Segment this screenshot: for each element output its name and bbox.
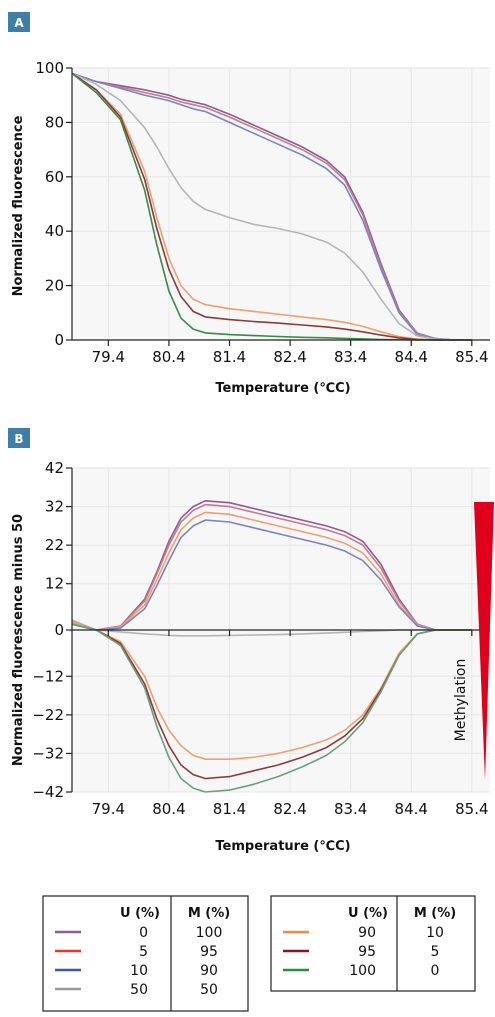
x-tick-label: 85.4 [455, 348, 488, 366]
x-tick-label: 84.4 [395, 348, 428, 366]
legend-item: 50 50 [55, 982, 218, 998]
legend-m-value: 95 [200, 944, 218, 960]
series-line-4 [71, 519, 472, 631]
x-tick-label: 84.4 [395, 800, 428, 818]
legend-u-value: 100 [349, 963, 376, 979]
y-tick-label: 42 [45, 459, 64, 477]
panel-a-plot: 0 20 40 60 80 100 79.4 80.4 81.4 82.4 83.4 84.4 85.4 [35, 59, 490, 366]
panel-b: B 42 32 22 12 0 −12 −22 −32 −42 79.4 80.4 81.4 82.4 8… [8, 428, 494, 854]
legend-border [42, 895, 249, 1012]
legend-m-value: 0 [431, 963, 440, 979]
methylation-label: Methylation [453, 659, 469, 742]
panel-a: A 0 20 40 60 80 100 79.4 80.4 81.4 82.4 83.4 84.4 85… [8, 12, 490, 396]
legend-u-value: 95 [358, 944, 376, 960]
legend-m-value: 5 [431, 944, 440, 960]
y-tick-label: 80 [45, 113, 64, 131]
plot-area [72, 68, 490, 340]
legend-header-m: M (%) [414, 906, 456, 921]
x-tick-label: 83.4 [334, 800, 367, 818]
panel-b-label: B [14, 432, 23, 446]
legend-m-value: 50 [200, 982, 218, 998]
series-line-4 [71, 72, 472, 341]
series-line-6 [71, 72, 472, 341]
panel-a-ylabel: Normalized fluorescence [11, 115, 26, 296]
panel-b-plot: 42 32 22 12 0 −12 −22 −32 −42 79.4 80.4 81.4 82.4 83.… [32, 459, 490, 818]
legend-header-u: U (%) [348, 906, 388, 921]
legend-table-2: U (%) M (%) 90 10 95 5 100 0 [270, 895, 476, 992]
panel-b-ylabel: Normalized fluorescence minus 50 [11, 514, 26, 766]
y-tick-label: 22 [45, 536, 64, 554]
legend-item: 90 10 [283, 925, 444, 941]
legend-header-m: M (%) [188, 906, 230, 921]
panel-a-xlabel: Temperature (℃C) [215, 381, 350, 396]
legend-border [270, 895, 476, 992]
y-tick-label: 20 [45, 277, 64, 295]
x-tick-label: 82.4 [273, 348, 306, 366]
y-tick-label: −42 [32, 783, 64, 801]
series-line-2 [71, 72, 472, 341]
y-tick-label: 32 [45, 498, 64, 516]
y-tick-label: 0 [54, 331, 64, 349]
legend-m-value: 10 [426, 925, 444, 941]
x-tick-label: 80.4 [152, 800, 185, 818]
y-tick-label: 12 [45, 575, 64, 593]
legend-m-value: 100 [196, 925, 223, 941]
legend-item: 5 95 [55, 944, 218, 960]
y-tick-label: −22 [32, 706, 64, 724]
x-tick-label: 79.4 [92, 348, 125, 366]
y-tick-label: −12 [32, 667, 64, 685]
legend-u-value: 90 [358, 925, 376, 941]
legend-m-value: 90 [200, 963, 218, 979]
legend-item: 0 100 [55, 925, 222, 941]
legend-header-u: U (%) [120, 906, 160, 921]
x-tick-label: 81.4 [213, 800, 246, 818]
y-tick-label: 60 [45, 168, 64, 186]
methylation-wedge [474, 502, 494, 780]
legend-u-value: 0 [139, 925, 148, 941]
legend-item: 100 0 [283, 963, 439, 979]
y-tick-label: −32 [32, 744, 64, 762]
legend-item: 95 5 [283, 944, 439, 960]
panel-a-badge [8, 12, 30, 32]
legend-table-1: U (%) M (%) 0 100 5 95 10 90 50 50 [42, 895, 249, 1012]
y-tick-label: 40 [45, 222, 64, 240]
x-tick-label: 83.4 [334, 348, 367, 366]
x-tick-label: 80.4 [152, 348, 185, 366]
legend-u-value: 5 [139, 944, 148, 960]
series-line-3 [71, 72, 472, 341]
series-line-3 [71, 511, 472, 631]
legend-u-value: 50 [130, 982, 148, 998]
panel-b-xlabel: Temperature (℃C) [215, 839, 350, 854]
panel-a-label: A [14, 16, 24, 30]
series-line-8 [71, 623, 472, 793]
panel-b-badge [8, 428, 30, 448]
x-tick-label: 81.4 [213, 348, 246, 366]
x-tick-label: 79.4 [92, 800, 125, 818]
x-tick-label: 82.4 [273, 800, 306, 818]
y-tick-label: 0 [54, 621, 64, 639]
legend-u-value: 10 [130, 963, 148, 979]
legend-item: 10 90 [55, 963, 218, 979]
x-tick-label: 85.4 [455, 800, 488, 818]
series-line-2 [71, 503, 472, 631]
y-tick-label: 100 [35, 59, 64, 77]
